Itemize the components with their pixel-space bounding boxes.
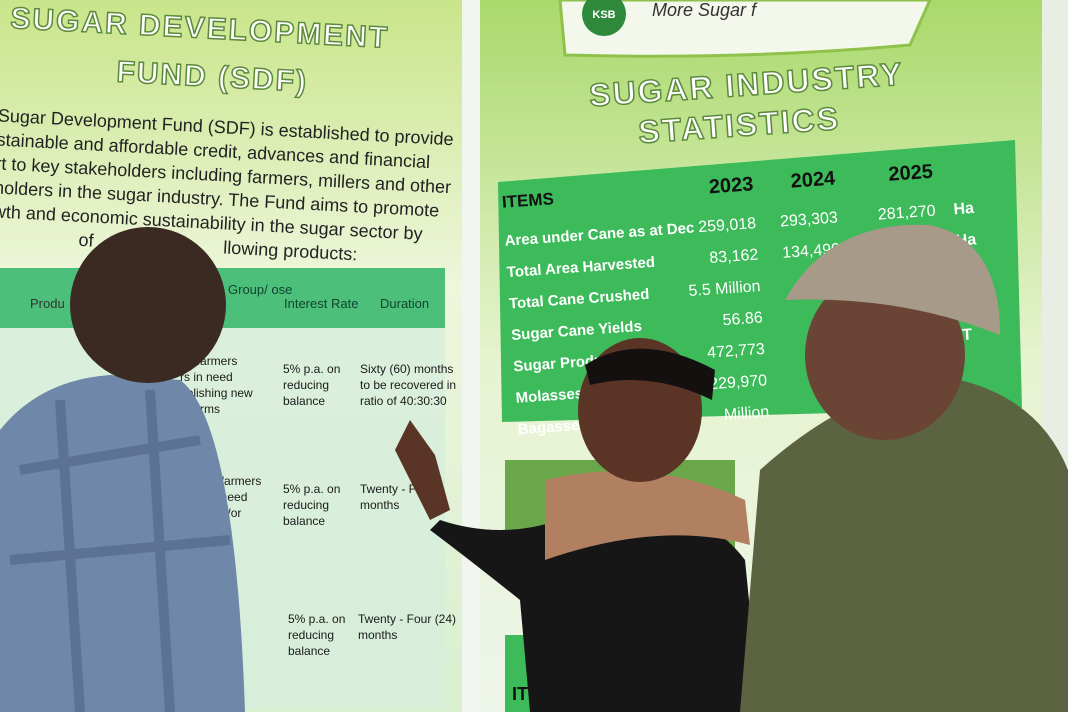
- row-value: Million: [723, 404, 769, 424]
- person-right-head: [805, 270, 965, 440]
- row-unit: Ha: [953, 200, 975, 218]
- table-cell: reducing: [283, 378, 329, 392]
- table-cell: Twenty - Four (24): [358, 612, 456, 626]
- table-cell: reducing: [283, 498, 329, 512]
- table-header: 2025: [888, 161, 934, 186]
- row-value: 293,303: [780, 209, 839, 230]
- table-header: Duration: [380, 296, 429, 311]
- row-value: 229,970: [709, 372, 768, 393]
- banner: [558, 0, 932, 58]
- table-cell: balance: [283, 514, 325, 528]
- tagline: More Sugar f: [652, 0, 758, 20]
- table-cell: 5% p.a. on: [283, 482, 340, 496]
- row-value: 472,773: [707, 341, 766, 362]
- table-cell: to be recovered in: [360, 378, 456, 392]
- table-header: 2023: [708, 173, 754, 198]
- table-cell: reducing: [288, 628, 334, 642]
- logo-badge: [582, 0, 626, 36]
- table-cell: months: [358, 628, 397, 642]
- table-header: Group/ ose: [228, 282, 292, 297]
- paragraph-line: of: [78, 230, 95, 251]
- row-value: 56.86: [722, 309, 763, 329]
- table-header: 2024: [790, 167, 837, 192]
- row-value: 5.5 Million: [688, 278, 761, 300]
- frame: [462, 0, 480, 712]
- logo: KSB: [592, 9, 615, 21]
- table-header: ITEMS: [501, 189, 554, 212]
- shirt-pattern: [9, 389, 231, 712]
- row-value: 281,270: [877, 203, 936, 224]
- table-cell: 5% p.a. on: [283, 362, 340, 376]
- person-left-head: [70, 227, 226, 383]
- table-cell: balance: [288, 644, 330, 658]
- person-center-hair: [585, 348, 715, 400]
- table-cell: months: [360, 498, 399, 512]
- person-right-jacket: [740, 380, 1068, 712]
- row-item: Bagasse P: [517, 416, 594, 438]
- table-cell: Sixty (60) months: [360, 362, 453, 376]
- table-cell: 5% p.a. on: [288, 612, 345, 626]
- table-cell: balance: [283, 394, 325, 408]
- table-cell: rs in need: [180, 370, 233, 384]
- table-cell: ratio of 40:30:30: [360, 394, 447, 408]
- scarf: [545, 471, 750, 560]
- row-value: 259,018: [698, 215, 757, 236]
- person-right-cap: [785, 224, 1000, 335]
- person-center-body: [430, 504, 760, 712]
- table-header: Interest Rate: [284, 296, 358, 311]
- row-value: 83,162: [709, 247, 759, 267]
- row-unit: T: [962, 326, 973, 344]
- table-cell: ablishing new: [180, 386, 253, 400]
- pointing-hand: [395, 420, 450, 520]
- table-header: Produ: [30, 296, 65, 311]
